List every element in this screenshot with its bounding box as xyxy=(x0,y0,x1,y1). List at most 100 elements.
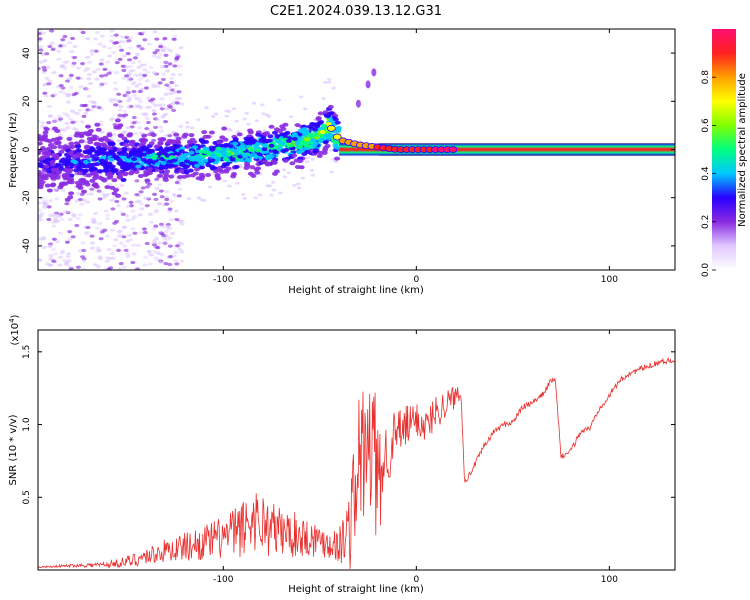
spectrogram-noise-point xyxy=(130,209,136,213)
spectrogram-noise-point xyxy=(178,124,184,128)
spectrogram-band-point xyxy=(160,161,167,166)
spectrogram-band-point xyxy=(173,151,180,156)
spectrogram-noise-point xyxy=(94,226,100,230)
spectrogram-band-point xyxy=(268,143,275,148)
spectrogram-noise-point xyxy=(58,90,64,94)
spectrogram-noise-point xyxy=(144,241,150,246)
spectrogram-noise-point xyxy=(126,105,132,109)
spectrogram-band-point xyxy=(271,130,278,135)
spectrogram-noise-point xyxy=(81,114,87,118)
spectrogram-noise-point xyxy=(144,70,150,74)
spectrogram-noise-point xyxy=(178,46,184,50)
snr-y-tick-label-2: 1.5 xyxy=(22,345,32,359)
spectrogram-noise-point xyxy=(65,114,71,118)
spectrogram-noise-point xyxy=(167,244,173,248)
spectrogram-noise-point xyxy=(125,126,131,130)
spectrogram-marks xyxy=(38,29,675,270)
spectrogram-band-point xyxy=(282,158,289,163)
spectrogram-faint-point xyxy=(251,101,257,105)
spectrogram-noise-point xyxy=(99,58,105,62)
colorbar-tick-label-1: 0.2 xyxy=(701,215,711,229)
spectrogram-noise-point xyxy=(174,217,180,222)
spectrogram-noise-point xyxy=(137,82,143,86)
spectrogram-band-point xyxy=(44,183,51,188)
spectrogram-noise-point xyxy=(174,96,180,101)
spectrogram-band-point xyxy=(202,146,209,151)
spectrogram-noise-point xyxy=(168,255,174,259)
spectrogram-band-point xyxy=(158,156,165,161)
spectrogram-band-point xyxy=(191,145,198,150)
spectrogram-noise-point xyxy=(171,108,177,112)
spectrogram-band-point xyxy=(122,171,129,176)
spectrogram-noise-point xyxy=(89,241,95,245)
snr-x-tick-label-1: 0 xyxy=(413,575,419,585)
spectrogram-band-point xyxy=(283,147,290,152)
spectrogram-noise-point xyxy=(65,92,71,96)
spectrogram-noise-point xyxy=(53,219,59,223)
spectrogram-band-point xyxy=(38,185,44,190)
spectrogram-noise-point xyxy=(41,83,47,87)
spectrogram-noise-point xyxy=(73,91,79,95)
spectrogram-band-point xyxy=(117,170,124,175)
spectrogram-x-label: Height of straight line (km) xyxy=(288,285,424,296)
colorbar-ticks: 0.0 0.2 0.4 0.6 0.8 xyxy=(701,70,716,277)
spectrogram-noise-point xyxy=(64,94,70,98)
spectrogram-noise-point xyxy=(177,96,183,101)
spectrogram-noise-point xyxy=(52,119,58,123)
spectrogram-noise-point xyxy=(147,212,153,217)
spectrogram-noise-point xyxy=(110,207,116,211)
spectrogram-noise-point xyxy=(99,130,105,134)
spectrogram-faint-point xyxy=(327,78,332,81)
spectrogram-noise-point xyxy=(93,49,99,53)
spectrogram-noise-point xyxy=(79,103,85,108)
spectrogram-band-point xyxy=(156,151,163,156)
spectrogram-band-point xyxy=(72,160,79,165)
spectrogram-noise-point xyxy=(96,264,102,269)
snr-x-label: Height of straight line (km) xyxy=(288,584,424,595)
spectrogram-noise-point xyxy=(169,81,175,85)
spectrogram-noise-point xyxy=(121,68,127,73)
spectrogram-noise-point xyxy=(60,188,66,192)
spectrogram-noise-point xyxy=(179,242,185,246)
spectrogram-noise-point xyxy=(86,77,92,81)
spectrogram-faint-point xyxy=(254,119,260,123)
spectrogram-noise-point xyxy=(41,31,47,35)
spectrogram-faint-point xyxy=(242,117,247,121)
spectrogram-noise-point xyxy=(151,138,157,142)
spectrogram-noise-point xyxy=(116,92,122,96)
spectrogram-faint-point xyxy=(224,114,229,118)
spectrogram-noise-point xyxy=(134,52,140,56)
spectrogram-noise-point xyxy=(109,117,115,122)
spectrogram-band-point xyxy=(126,158,133,163)
spectrogram-noise-point xyxy=(107,97,113,102)
spectrogram-noise-point xyxy=(153,103,159,107)
spectrogram-noise-point xyxy=(67,230,73,234)
spectrogram-noise-point xyxy=(108,266,114,270)
spectrogram-band-point xyxy=(129,164,136,169)
spectrogram-y-tick-label-0: -40 xyxy=(22,238,32,253)
spectrogram-noise-point xyxy=(135,120,141,125)
spectrogram-band-point xyxy=(255,166,262,171)
spectrogram-noise-point xyxy=(131,89,137,94)
spectrogram-noise-point xyxy=(75,66,81,70)
spectrogram-noise-point xyxy=(109,29,115,33)
spectrogram-band-point xyxy=(49,175,56,180)
spectrogram-noise-point xyxy=(139,32,145,36)
spectrogram-band-point xyxy=(87,140,94,145)
spectrogram-noise-point xyxy=(49,29,55,33)
spectrogram-band-point xyxy=(45,152,52,157)
spectrogram-noise-point xyxy=(92,70,98,74)
spectrogram-band-point xyxy=(84,182,91,187)
spectrogram-noise-point xyxy=(162,240,168,244)
spectrogram-noise-point xyxy=(159,253,165,257)
spectrogram-noise-point xyxy=(166,104,172,108)
spectrogram-band-point xyxy=(106,171,113,176)
spectrogram-noise-point xyxy=(169,88,175,92)
spectrogram-noise-point xyxy=(131,243,137,247)
spectrogram-noise-point xyxy=(176,90,182,94)
spectrogram-noise-point xyxy=(123,191,129,195)
spectrogram-faint-point xyxy=(310,173,316,177)
spectrogram-noise-point xyxy=(134,104,140,108)
snr-series-line xyxy=(38,356,675,569)
spectrogram-noise-point xyxy=(38,218,44,222)
